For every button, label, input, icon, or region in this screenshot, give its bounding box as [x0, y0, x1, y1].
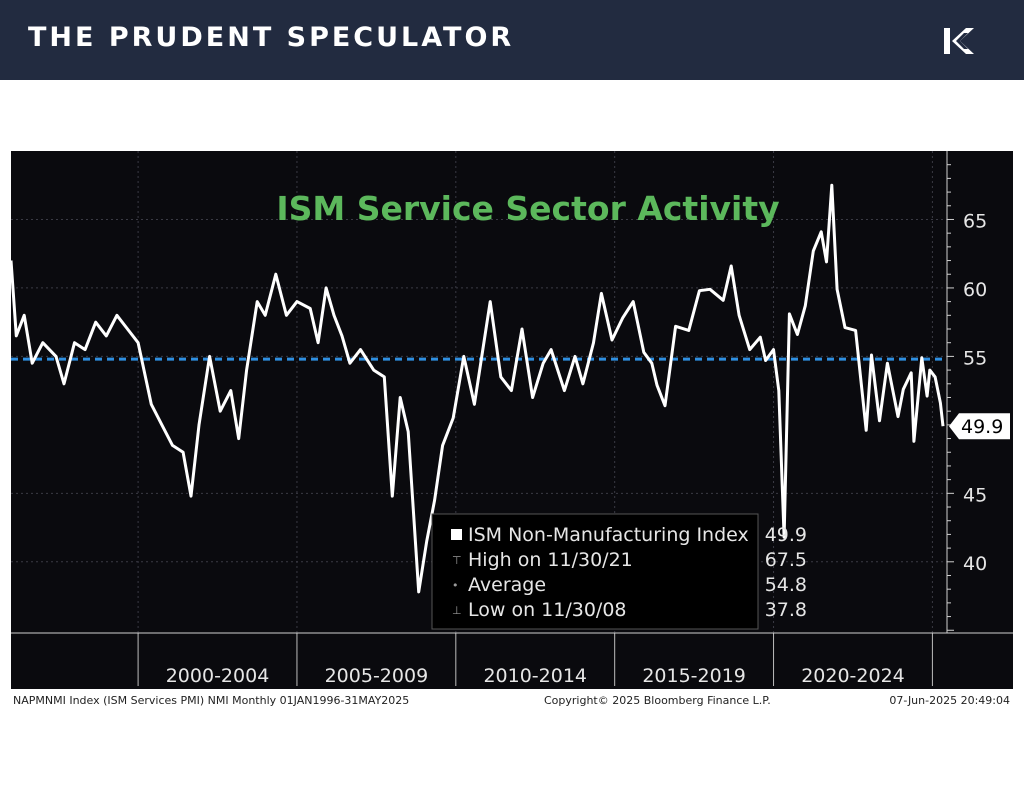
legend-value: 67.5 [765, 549, 807, 571]
y-tick-label-55: 55 [963, 347, 987, 369]
current-value-tag [949, 413, 1010, 440]
x-period-label: 2005-2009 [325, 665, 429, 687]
legend-value: 37.8 [765, 599, 807, 621]
chart-title: ISM Service Sector Activity [276, 189, 779, 228]
current-value-label: 49.9 [961, 416, 1003, 438]
legend-marker-avg: • [452, 579, 459, 592]
footer-copyright-text: Copyright© 2025 Bloomberg Finance L.P. [544, 694, 771, 707]
legend-value: 54.8 [765, 574, 807, 596]
y-tick-label-45: 45 [963, 484, 987, 506]
footer-timestamp-text: 07-Jun-2025 20:49:04 [889, 694, 1010, 707]
legend-box [431, 513, 759, 630]
legend-marker-square [451, 529, 462, 540]
y-tick-label-60: 60 [963, 279, 987, 301]
chart-container: 40 45 55 60 65 2000-2004 2005-2009 2010-2014 201… [9, 151, 1013, 710]
tps-k-logo-icon [944, 28, 974, 54]
x-period-label: 2020-2024 [801, 665, 905, 687]
legend-marker-low: ⊥ [452, 604, 462, 617]
legend-label: Low on 11/30/08 [468, 599, 627, 621]
brand-title: THE PRUDENT SPECULATOR [28, 22, 515, 53]
x-period-label: 2015-2019 [642, 665, 746, 687]
y-tick-label-65: 65 [963, 210, 987, 232]
chart-footer-background [11, 689, 1013, 710]
x-period-label: 2010-2014 [483, 665, 587, 687]
y-tick-label-40: 40 [963, 553, 987, 575]
legend-label: Average [468, 574, 546, 596]
legend-value: 49.9 [765, 524, 807, 546]
legend-label: ISM Non-Manufacturing Index [468, 524, 749, 546]
ism-line-chart: 40 45 55 60 65 2000-2004 2005-2009 2010-2014 201… [9, 151, 1013, 710]
x-period-label: 2000-2004 [166, 665, 270, 687]
footer-left-text: NAPMNMI Index (ISM Services PMI) NMI Mon… [13, 694, 409, 707]
legend-marker-high: ⊤ [452, 554, 462, 567]
series-line-ism [9, 183, 945, 594]
legend-label: High on 11/30/21 [468, 549, 633, 571]
header-bar: THE PRUDENT SPECULATOR [0, 0, 1024, 80]
